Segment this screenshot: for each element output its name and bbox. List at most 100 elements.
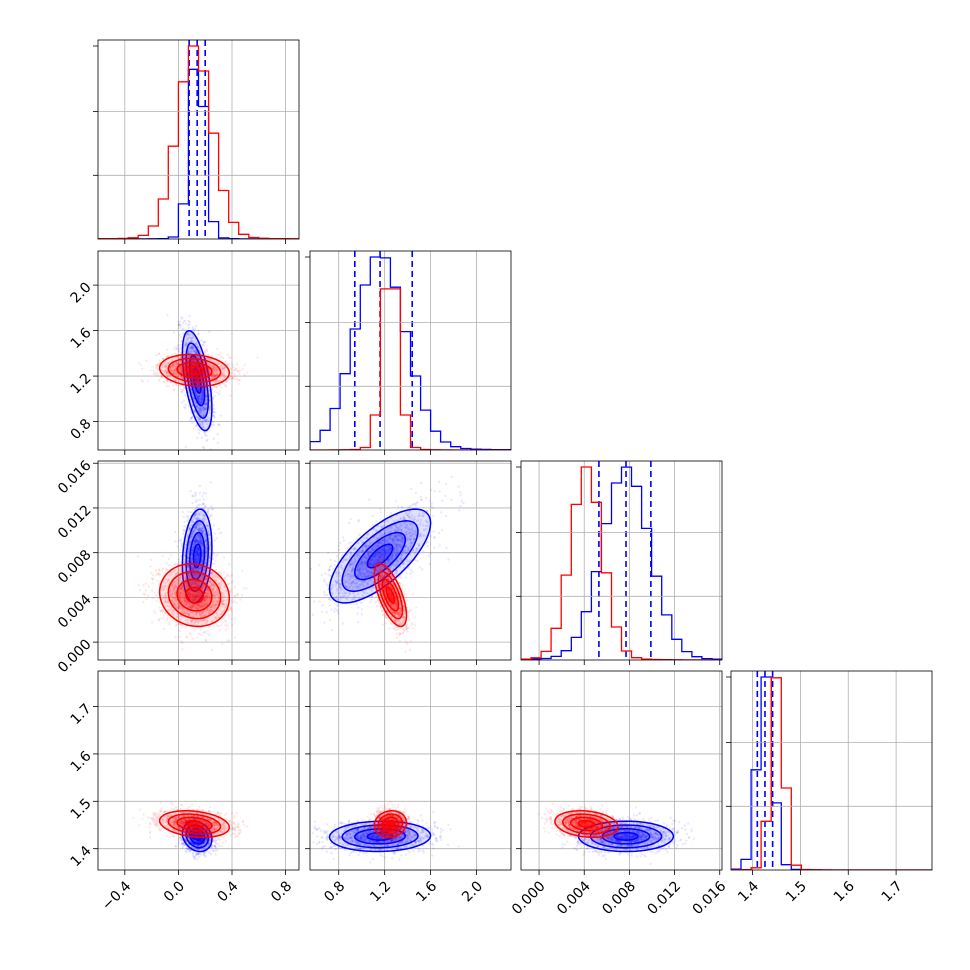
scatter-point [187, 319, 190, 323]
scatter-point [204, 408, 207, 411]
scatter-point [198, 407, 201, 410]
scatter-point [205, 394, 208, 398]
scatter-point [195, 406, 198, 409]
scatter-point [186, 338, 189, 341]
scatter-point [228, 563, 231, 566]
scatter-point [197, 399, 200, 402]
scatter-point [212, 414, 215, 418]
scatter-point [155, 354, 158, 357]
scatter-point [208, 408, 211, 411]
scatter-point [176, 347, 179, 351]
scatter-point [202, 341, 205, 344]
scatter-point [200, 391, 204, 394]
scatter-point [157, 374, 160, 378]
scatter-point [185, 374, 189, 377]
scatter-point [200, 374, 203, 377]
scatter-point [199, 406, 202, 410]
scatter-point [171, 364, 174, 367]
scatter-point [199, 409, 203, 412]
scatter-point [170, 353, 174, 356]
scatter-point [192, 386, 196, 390]
scatter-point [228, 362, 231, 365]
scatter-point [187, 326, 190, 330]
scatter-point [200, 401, 203, 405]
scatter-point [198, 484, 202, 488]
scatter-point [188, 350, 191, 353]
scatter-point [209, 388, 212, 391]
scatter-point [200, 397, 204, 400]
scatter-point [201, 394, 205, 397]
scatter-point [189, 511, 193, 514]
scatter-point [191, 346, 194, 350]
scatter-point [193, 350, 197, 354]
scatter-point [137, 555, 140, 558]
scatter-point [192, 370, 195, 374]
scatter-point [201, 406, 204, 410]
scatter-point [204, 377, 207, 381]
scatter-point [198, 386, 201, 389]
scatter-point [233, 369, 236, 372]
scatter-point [198, 405, 202, 409]
scatter-point [195, 424, 198, 428]
scatter-point [170, 367, 173, 370]
scatter-point [196, 375, 199, 378]
scatter-point [157, 618, 160, 621]
scatter-point [177, 320, 180, 323]
scatter-point [208, 394, 211, 398]
scatter-point [212, 625, 215, 628]
scatter-point [190, 340, 193, 343]
scatter-point [203, 366, 206, 369]
scatter-point [139, 363, 142, 367]
scatter-point [178, 322, 181, 326]
scatter-point [179, 548, 182, 551]
scatter-point [194, 390, 197, 393]
scatter-point [191, 495, 195, 498]
scatter-point [194, 370, 197, 373]
scatter-point [141, 380, 145, 383]
scatter-point [196, 407, 200, 410]
scatter-point [192, 328, 195, 332]
scatter-point [201, 386, 204, 390]
scatter-point [195, 395, 198, 398]
scatter-point [204, 399, 207, 402]
scatter-point [205, 348, 208, 351]
scatter-point [201, 406, 204, 410]
scatter-point [236, 370, 240, 373]
scatter-point [140, 379, 143, 382]
scatter-point [228, 639, 231, 642]
scatter-point [203, 378, 206, 382]
scatter-point [198, 418, 201, 421]
scatter-point [200, 352, 203, 355]
scatter-point [170, 364, 173, 368]
scatter-point [180, 316, 183, 319]
scatter-point [193, 363, 196, 367]
scatter-point [241, 367, 244, 371]
scatter-point [170, 365, 174, 368]
scatter-point [195, 374, 198, 377]
scatter-point [187, 510, 190, 513]
scatter-point [166, 374, 169, 377]
scatter-point [198, 401, 202, 404]
scatter-point [206, 367, 209, 371]
scatter-point [201, 425, 204, 429]
scatter-point [196, 393, 200, 397]
scatter-point [187, 369, 190, 372]
scatter-point [206, 420, 209, 423]
scatter-point [182, 386, 185, 390]
scatter-point [191, 404, 194, 408]
scatter-point [195, 424, 198, 427]
scatter-point [203, 349, 207, 352]
scatter-point [184, 343, 187, 346]
scatter-point [188, 323, 191, 326]
scatter-point [204, 403, 207, 406]
scatter-point [201, 422, 204, 426]
scatter-point [200, 393, 204, 396]
scatter-point [218, 423, 221, 426]
scatter-point [196, 397, 199, 400]
scatter-point [187, 334, 190, 337]
scatter-point [202, 414, 205, 417]
scatter-point [186, 368, 190, 371]
scatter-point [215, 369, 218, 372]
scatter-point [212, 410, 215, 414]
scatter-point [193, 629, 196, 632]
